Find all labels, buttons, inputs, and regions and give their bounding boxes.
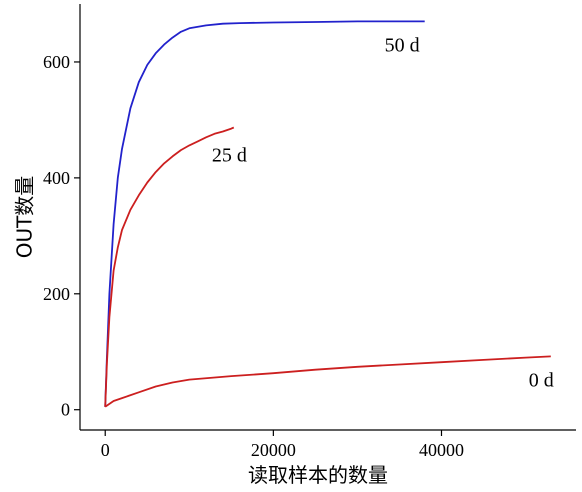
series-line-25d xyxy=(104,126,235,407)
x-tick-label: 40000 xyxy=(419,440,464,460)
series-label-25d: 25 d xyxy=(212,144,247,166)
series-labels: 50 d 25 d 0 d xyxy=(212,34,554,391)
series-label-50d: 50 d xyxy=(385,34,420,56)
x-axis-title: 读取样本的数量 xyxy=(248,463,388,487)
y-axis-title: OUT数量 xyxy=(13,176,37,259)
y-ticks: 0 200 400 600 xyxy=(43,52,80,420)
series-label-0d: 0 d xyxy=(529,369,554,391)
y-tick-label: 200 xyxy=(43,284,70,304)
x-ticks: 0 20000 40000 xyxy=(101,430,464,460)
series-line-50d xyxy=(104,20,425,407)
axes xyxy=(79,4,576,431)
x-tick-label: 20000 xyxy=(251,440,296,460)
y-tick-label: 400 xyxy=(43,168,70,188)
y-tick-label: 0 xyxy=(61,400,70,420)
series-line-0d xyxy=(104,355,551,408)
series-lines xyxy=(104,20,551,408)
x-tick-label: 0 xyxy=(101,440,110,460)
y-tick-label: 600 xyxy=(43,52,70,72)
